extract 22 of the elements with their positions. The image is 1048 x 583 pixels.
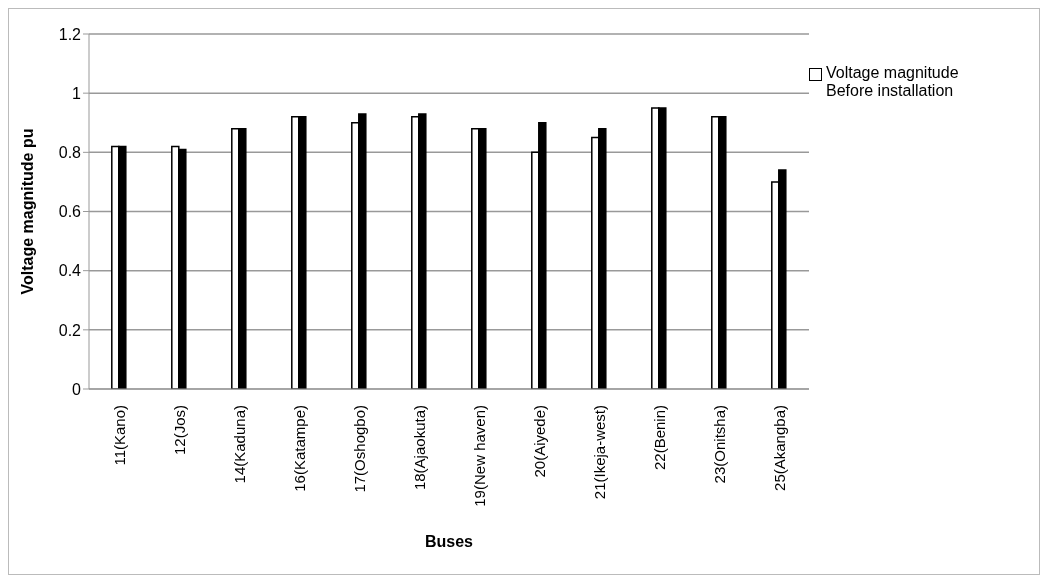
x-tick-label: 14(Kaduna)	[230, 405, 248, 484]
legend-label: Voltage magnitude Before installation	[826, 64, 960, 100]
y-tick-label: 0.4	[58, 262, 82, 280]
y-tick-label: 1	[72, 84, 82, 102]
x-tick-label: 16(Katampe)	[290, 405, 308, 492]
y-tick-label: 0.8	[58, 144, 82, 162]
x-tick-label: 11(Kano)	[110, 405, 128, 466]
y-tick-label: 0.2	[58, 321, 82, 339]
x-tick-label: 23(Onitsha)	[710, 405, 728, 484]
y-axis-title: Voltage magnitude pu	[18, 128, 36, 295]
x-tick-label: 20(Aiyede)	[530, 405, 548, 478]
x-tick-label: 17(Oshogbo)	[350, 405, 368, 493]
x-tick-label: 12(Jos)	[170, 405, 188, 456]
x-tick-label: 25(Akangba)	[770, 405, 788, 491]
x-tick-label: 22(Benin)	[650, 405, 668, 471]
x-axis-title: Buses	[424, 533, 474, 550]
x-tick-label: 18(Ajaokuta)	[410, 405, 428, 491]
x-tick-label: 21(Ikeja-west)	[590, 405, 608, 500]
y-tick-label: 0	[72, 380, 82, 398]
y-tick-label: 1.2	[58, 25, 82, 43]
y-tick-label: 0.6	[58, 203, 82, 221]
x-tick-label: 19(New haven)	[470, 405, 488, 507]
